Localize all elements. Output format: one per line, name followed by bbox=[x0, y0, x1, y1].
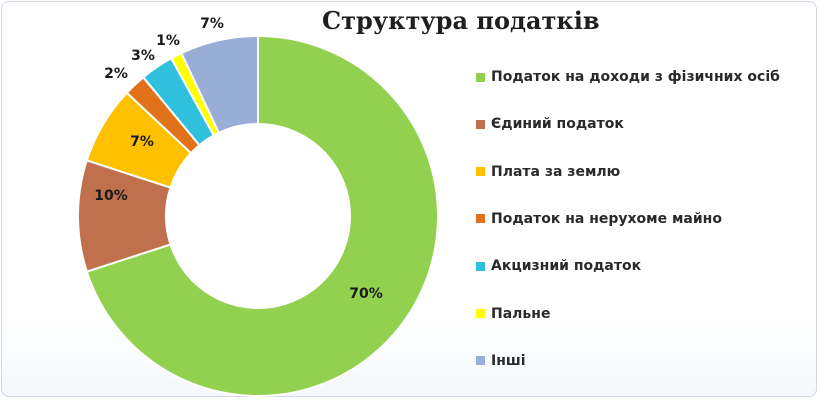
data-label-3: 7% bbox=[130, 134, 154, 150]
legend-label: Єдиний податок bbox=[491, 116, 624, 133]
legend-label: Податок на нерухоме майно bbox=[491, 210, 722, 227]
legend-label: Податок на доходи з фізичних осіб bbox=[491, 69, 780, 85]
data-label-5: 3% bbox=[131, 48, 155, 64]
legend-swatch bbox=[476, 119, 485, 129]
legend-swatch bbox=[476, 309, 485, 318]
legend-item-5: Акцизний податок bbox=[476, 255, 641, 277]
legend-label: Плата за землю bbox=[491, 163, 621, 180]
data-label-2: 10% bbox=[94, 188, 128, 204]
legend-label: Пальне bbox=[491, 305, 551, 322]
chart-title: Структура податків bbox=[322, 6, 600, 35]
legend-swatch bbox=[476, 356, 485, 366]
legend-swatch bbox=[476, 214, 485, 224]
legend-item-4: Податок на нерухоме майно bbox=[476, 208, 722, 230]
legend-label: Акцизний податок bbox=[491, 258, 642, 275]
legend-swatch bbox=[476, 261, 485, 271]
legend-swatch bbox=[476, 167, 485, 177]
donut-slice-7 bbox=[180, 34, 259, 135]
legend-item-2: Єдиний податок bbox=[476, 113, 624, 135]
legend-label: Інші bbox=[491, 352, 526, 369]
legend-item-7: Інші bbox=[476, 350, 526, 372]
donut-slice-1 bbox=[85, 34, 439, 397]
legend-swatch bbox=[476, 72, 485, 82]
data-label-4: 2% bbox=[104, 66, 128, 82]
data-label-6: 1% bbox=[156, 33, 180, 49]
data-label-7: 7% bbox=[200, 16, 224, 32]
legend-item-6: Пальне bbox=[476, 303, 550, 325]
legend-item-3: Плата за землю bbox=[476, 161, 620, 183]
data-label-1: 70% bbox=[349, 286, 383, 302]
legend-item-1: Податок на доходи з фізичних осіб bbox=[476, 66, 780, 88]
